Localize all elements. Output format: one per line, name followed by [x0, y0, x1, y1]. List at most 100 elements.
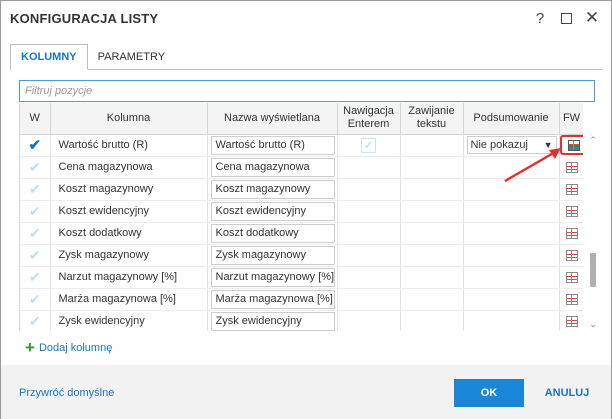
fw-cell[interactable] — [559, 288, 583, 311]
header-fw[interactable]: FW — [559, 103, 583, 135]
close-button[interactable]: ✕ — [584, 8, 600, 27]
table-row[interactable]: ✔ Koszt magazynowy Koszt magazynowy — [20, 178, 583, 201]
filter-input[interactable] — [19, 80, 595, 102]
add-column-button[interactable]: + Dodaj kolumnę — [25, 339, 112, 356]
maximize-button[interactable] — [555, 7, 577, 29]
summary-cell[interactable] — [463, 310, 560, 331]
fw-cell[interactable] — [559, 266, 583, 289]
restore-defaults-link[interactable]: Przywróć domyślne — [19, 387, 115, 399]
help-button[interactable]: ? — [535, 9, 545, 27]
text-wrap-cell[interactable] — [400, 266, 464, 289]
display-name-input[interactable]: Zysk ewidencyjny — [210, 311, 335, 331]
tab-parametry[interactable]: PARAMETRY — [97, 51, 166, 63]
summary-cell[interactable] — [463, 222, 560, 245]
fw-format-icon[interactable] — [565, 183, 578, 195]
nav-enter-cell[interactable] — [337, 156, 401, 179]
nav-enter-cell[interactable] — [337, 200, 401, 223]
table-row[interactable]: ✔ Koszt ewidencyjny Koszt ewidencyjny — [20, 200, 583, 223]
text-wrap-cell[interactable] — [400, 288, 464, 311]
header-w[interactable]: W — [20, 103, 51, 135]
nav-enter-checkbox[interactable]: ✓ — [361, 137, 376, 153]
cancel-button[interactable]: ANULUJ — [544, 387, 590, 399]
nav-enter-cell[interactable] — [337, 222, 401, 245]
summary-cell[interactable] — [463, 200, 560, 223]
header-summary[interactable]: Podsumowanie — [463, 103, 560, 135]
text-wrap-cell[interactable] — [400, 310, 464, 331]
scroll-up-icon[interactable]: ⌃ — [589, 135, 597, 145]
text-wrap-cell[interactable] — [400, 134, 464, 157]
table-row[interactable]: ✔ Zysk ewidencyjny Zysk ewidencyjny — [20, 310, 583, 331]
scroll-thumb[interactable] — [590, 253, 596, 287]
chevron-down-icon: ▼ — [543, 140, 553, 150]
display-name-input[interactable]: Koszt magazynowy — [210, 179, 335, 199]
grid-scrollbar[interactable]: ⌃ ⌄ — [587, 133, 599, 331]
display-name-input[interactable]: Narzut magazynowy [%] — [210, 267, 335, 287]
table-row[interactable]: ✔ Marża magazynowa [%] Marża magazynowa … — [20, 288, 583, 311]
nav-enter-cell[interactable] — [337, 266, 401, 289]
fw-highlight[interactable] — [559, 135, 583, 155]
summary-cell[interactable] — [463, 288, 560, 311]
column-name-cell: Koszt dodatkowy — [50, 222, 208, 245]
display-name-input[interactable]: Marża magazynowa [%] — [210, 289, 335, 309]
nav-enter-cell[interactable] — [337, 288, 401, 311]
nav-enter-cell[interactable] — [337, 178, 401, 201]
fw-cell[interactable] — [559, 134, 583, 157]
fw-format-icon[interactable] — [565, 249, 578, 261]
visibility-cell[interactable]: ✔ — [20, 244, 51, 267]
nav-enter-cell[interactable] — [337, 310, 401, 331]
header-column[interactable]: Kolumna — [50, 103, 208, 135]
fw-format-icon[interactable] — [565, 271, 578, 283]
fw-cell[interactable] — [559, 222, 583, 245]
table-row[interactable]: ✔ Koszt dodatkowy Koszt dodatkowy — [20, 222, 583, 245]
text-wrap-cell[interactable] — [400, 178, 464, 201]
visibility-cell[interactable]: ✔ — [20, 222, 51, 245]
visibility-cell[interactable]: ✔ — [20, 134, 51, 157]
fw-cell[interactable] — [559, 178, 583, 201]
text-wrap-cell[interactable] — [400, 222, 464, 245]
nav-enter-cell[interactable] — [337, 244, 401, 267]
summary-cell[interactable] — [463, 244, 560, 267]
visibility-cell[interactable]: ✔ — [20, 288, 51, 311]
fw-cell[interactable] — [559, 310, 583, 331]
display-name-input[interactable]: Koszt dodatkowy — [210, 223, 335, 243]
scroll-down-icon[interactable]: ⌄ — [589, 319, 597, 329]
fw-cell[interactable] — [559, 244, 583, 267]
table-row[interactable]: ✔ Zysk magazynowy Zysk magazynowy — [20, 244, 583, 267]
tab-kolumny[interactable]: KOLUMNY — [10, 44, 88, 70]
display-name-input[interactable]: Cena magazynowa — [210, 157, 335, 177]
visibility-cell[interactable]: ✔ — [20, 156, 51, 179]
summary-cell[interactable] — [463, 178, 560, 201]
fw-format-icon[interactable] — [565, 205, 578, 217]
header-nav-enter[interactable]: Nawigacja Enterem — [337, 103, 401, 135]
nav-enter-cell[interactable]: ✓ — [337, 134, 401, 157]
display-name-input[interactable]: Koszt ewidencyjny — [210, 201, 335, 221]
text-wrap-cell[interactable] — [400, 244, 464, 267]
table-row[interactable]: ✔ Wartość brutto (R) Wartość brutto (R) … — [20, 134, 583, 157]
text-wrap-cell[interactable] — [400, 156, 464, 179]
ok-button[interactable]: OK — [454, 379, 524, 407]
display-name-input[interactable]: Wartość brutto (R) — [210, 135, 335, 155]
fw-format-icon[interactable] — [565, 227, 578, 239]
dialog-footer: Przywróć domyślne OK ANULUJ — [1, 365, 611, 419]
display-name-cell: Cena magazynowa — [207, 156, 338, 179]
fw-cell[interactable] — [559, 156, 583, 179]
header-display-name[interactable]: Nazwa wyświetlana — [207, 103, 338, 135]
fw-cell[interactable] — [559, 200, 583, 223]
display-name-input[interactable]: Zysk magazynowy — [210, 245, 335, 265]
summary-cell[interactable]: Nie pokazuj ▼ — [463, 134, 560, 157]
header-text-wrap[interactable]: Zawijanie tekstu — [400, 103, 464, 135]
fw-format-icon[interactable] — [565, 161, 578, 173]
tab-panel — [10, 69, 602, 361]
fw-format-icon[interactable] — [565, 315, 578, 327]
checked-icon: ✔ — [28, 136, 42, 154]
table-row[interactable]: ✔ Cena magazynowa Cena magazynowa — [20, 156, 583, 179]
summary-cell[interactable] — [463, 266, 560, 289]
summary-select[interactable]: Nie pokazuj ▼ — [466, 136, 557, 154]
text-wrap-cell[interactable] — [400, 200, 464, 223]
table-row[interactable]: ✔ Narzut magazynowy [%] Narzut magazynow… — [20, 266, 583, 289]
visibility-cell[interactable]: ✔ — [20, 310, 51, 331]
visibility-cell[interactable]: ✔ — [20, 178, 51, 201]
visibility-cell[interactable]: ✔ — [20, 266, 51, 289]
visibility-cell[interactable]: ✔ — [20, 200, 51, 223]
fw-format-icon[interactable] — [565, 293, 578, 305]
